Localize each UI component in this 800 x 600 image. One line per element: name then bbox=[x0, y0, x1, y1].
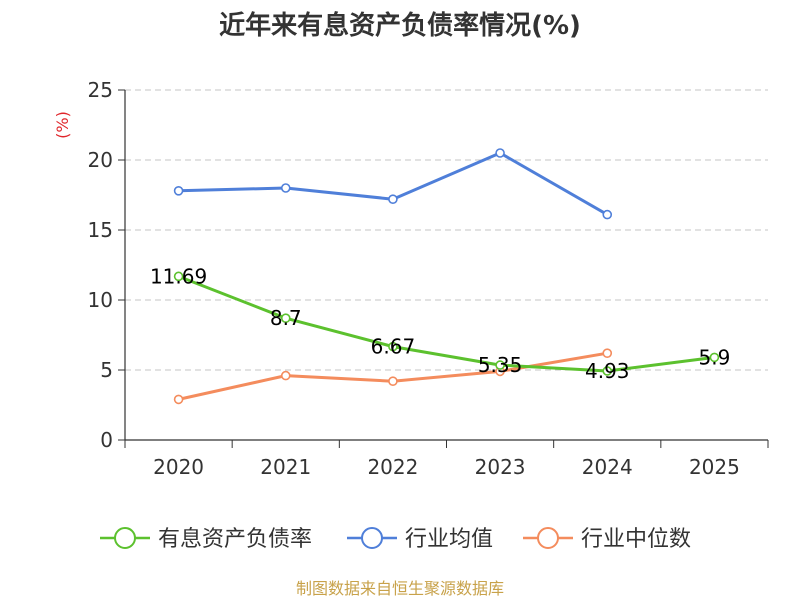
data-label: 6.67 bbox=[371, 335, 416, 359]
data-point[interactable] bbox=[388, 376, 398, 387]
data-label: 5.35 bbox=[478, 353, 523, 377]
y-tick-label: 0 bbox=[100, 428, 113, 452]
y-tick-label: 15 bbox=[88, 218, 113, 242]
series-line bbox=[178, 274, 715, 373]
data-point[interactable] bbox=[602, 366, 613, 376]
legend-marker bbox=[114, 527, 136, 549]
x-tick-label: 2024 bbox=[582, 455, 633, 479]
x-tick-label: 2023 bbox=[475, 455, 526, 479]
data-point[interactable] bbox=[280, 370, 291, 381]
chart-title: 近年来有息资产负债率情况(%) bbox=[219, 10, 581, 41]
y-tick-label: 25 bbox=[88, 78, 113, 102]
legend-label[interactable]: 有息资产负债率 bbox=[158, 527, 312, 552]
data-point[interactable] bbox=[388, 194, 398, 204]
data-point[interactable] bbox=[173, 394, 184, 405]
legend-marker bbox=[537, 527, 559, 549]
data-label: 4.93 bbox=[585, 359, 630, 383]
series-line bbox=[178, 351, 608, 401]
x-tick-label: 2020 bbox=[153, 455, 204, 479]
data-point[interactable] bbox=[495, 148, 505, 158]
data-point[interactable] bbox=[602, 209, 613, 220]
source-note: 制图数据来自恒生聚源数据库 bbox=[296, 579, 504, 598]
data-point[interactable] bbox=[709, 352, 720, 363]
data-label: 8.7 bbox=[270, 306, 302, 330]
y-tick-label: 10 bbox=[88, 288, 113, 312]
grid bbox=[125, 89, 768, 371]
legend-marker bbox=[361, 527, 383, 549]
x-tick-label: 2022 bbox=[367, 455, 418, 479]
series-line bbox=[178, 151, 608, 216]
data-point[interactable] bbox=[495, 360, 505, 370]
y-axis-label: (%) bbox=[53, 111, 72, 139]
data-label: 5.9 bbox=[699, 345, 731, 369]
data-point[interactable] bbox=[280, 313, 291, 324]
legend[interactable]: 有息资产负债率 行业均值 行业中位数 bbox=[100, 527, 691, 552]
data-point[interactable] bbox=[173, 186, 184, 196]
x-tick-label: 2025 bbox=[689, 455, 740, 479]
data-point[interactable] bbox=[388, 341, 398, 352]
x-tick-label: 2021 bbox=[260, 455, 311, 479]
data-label: 11.69 bbox=[150, 264, 207, 288]
legend-label[interactable]: 行业中位数 bbox=[581, 527, 691, 552]
data-point[interactable] bbox=[602, 348, 613, 359]
data-point[interactable] bbox=[280, 183, 291, 193]
legend-label[interactable]: 行业均值 bbox=[405, 527, 493, 552]
data-point[interactable] bbox=[173, 271, 184, 282]
y-tick-label: 20 bbox=[88, 148, 113, 172]
data-labels: 11.69 8.7 6.67 5.35 4.93 5.9 bbox=[150, 264, 730, 383]
y-tick-label: 5 bbox=[100, 358, 113, 382]
series-layer bbox=[173, 148, 720, 405]
